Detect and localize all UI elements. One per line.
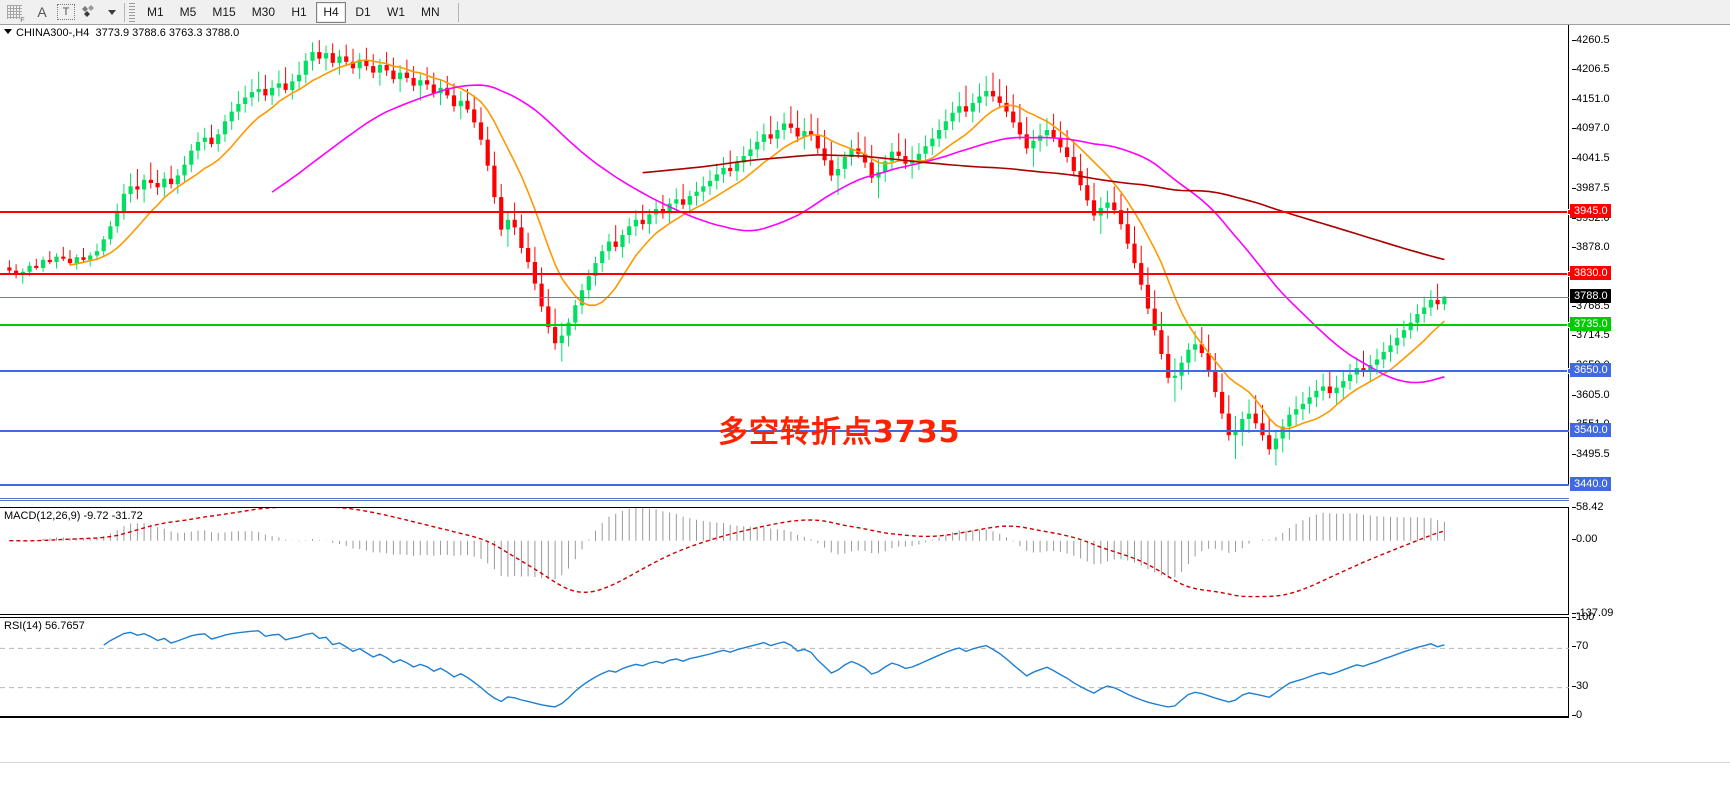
level-line-3830-0[interactable] xyxy=(0,270,1573,277)
timeframe-mn[interactable]: MN xyxy=(421,5,440,19)
level-line-3540-0[interactable] xyxy=(0,429,1569,432)
toolbar: A T M1 M5 M15 M30 H1 H4 D1 W1 MN xyxy=(0,0,1730,25)
rsi-tick-70: 70 xyxy=(1571,640,1589,653)
macd-tick-58-42: 58.42 xyxy=(1572,501,1604,513)
timeframe-m1[interactable]: M1 xyxy=(147,5,164,19)
pane-divider-price-macd[interactable] xyxy=(0,498,1569,501)
symbol-name: CHINA300-,H4 xyxy=(16,27,90,39)
level-line-3440-0[interactable] xyxy=(0,484,1569,486)
level-line-3945-0[interactable] xyxy=(0,208,1573,215)
toolbar-separator xyxy=(124,2,125,22)
objects-shapes-icon[interactable] xyxy=(77,2,103,23)
timeframe-m30[interactable]: M30 xyxy=(251,5,276,19)
level-badge-3540[interactable]: 3540.0 xyxy=(1570,422,1611,437)
symbol-ohlc: 3773.9 3788.6 3763.3 3788.0 xyxy=(95,27,240,39)
rsi-tick-0: 0 xyxy=(1571,709,1583,721)
price-tick-4206-5: 4206.5 xyxy=(1572,63,1610,76)
price-tick-3495-5: 3495.5 xyxy=(1572,447,1610,460)
rsi-tick-100: 100 xyxy=(1571,611,1595,623)
chart-annotation-text: 多空转折点3735 xyxy=(718,415,961,450)
price-tick-3987-5: 3987.5 xyxy=(1572,181,1610,194)
chart-area[interactable]: CHINA300-,H4 3773.9 3788.6 3763.3 3788.0… xyxy=(0,25,1730,790)
timeframe-h1[interactable]: H1 xyxy=(291,5,307,19)
macd-chart-svg xyxy=(9,508,1445,598)
level-badge-3945[interactable]: 3945.0 xyxy=(1570,203,1611,218)
rsi-chart-svg xyxy=(0,630,1569,708)
grid-crosshair-icon[interactable] xyxy=(1,2,27,24)
text-box-icon[interactable]: T xyxy=(57,4,75,20)
bottom-strip xyxy=(0,762,1730,790)
current-price-badge[interactable]: 3788.0 xyxy=(1570,288,1611,303)
level-line-3650-0[interactable] xyxy=(0,368,1573,375)
collapse-arrow-icon[interactable] xyxy=(4,29,12,34)
macd-label: MACD(12,26,9) -9.72 -31.72 xyxy=(4,510,143,522)
macd-tick--137-09: -137.09 xyxy=(1571,607,1614,619)
price-tick-3878-0: 3878.0 xyxy=(1572,240,1610,253)
rsi-pane[interactable]: RSI(14) 56.7657 xyxy=(0,617,1569,717)
level-badge-3830[interactable]: 3830.0 xyxy=(1570,265,1611,280)
timeframe-h4[interactable]: H4 xyxy=(316,1,347,23)
price-tick-3714-5: 3714.5 xyxy=(1572,329,1610,342)
price-tick-4041-5: 4041.5 xyxy=(1572,152,1610,165)
level-badge-3735[interactable]: 3735.0 xyxy=(1570,317,1611,332)
rsi-label: RSI(14) 56.7657 xyxy=(4,620,85,632)
timeframe-d1[interactable]: D1 xyxy=(355,5,371,19)
level-line-3735-0[interactable] xyxy=(0,322,1573,329)
macd-pane[interactable]: MACD(12,26,9) -9.72 -31.72 xyxy=(0,507,1569,615)
level-line-3788-0[interactable] xyxy=(0,296,1569,298)
price-axis[interactable]: 4260.5 4206.5 4151.0 4097.0 4041.5 3987.5 3932… xyxy=(1570,25,1730,790)
rsi-tick-30: 30 xyxy=(1571,679,1589,692)
macd-tick-0: 0.00 xyxy=(1571,532,1598,545)
chevron-down-icon[interactable] xyxy=(105,2,119,23)
timeframe-m15[interactable]: M15 xyxy=(212,5,236,19)
toolbar-separator-2 xyxy=(457,2,459,22)
text-label-icon[interactable]: A xyxy=(37,4,47,20)
symbol-info-label: CHINA300-,H4 3773.9 3788.6 3763.3 3788.0 xyxy=(4,27,239,39)
toolbar-drag-handle[interactable] xyxy=(129,2,135,22)
timeframe-m5[interactable]: M5 xyxy=(179,5,197,19)
timeframe-w1[interactable]: W1 xyxy=(387,5,406,19)
level-badge-3650[interactable]: 3650.0 xyxy=(1570,363,1611,378)
price-tick-4151-0: 4151.0 xyxy=(1572,93,1610,106)
price-chart-svg xyxy=(7,40,1447,466)
level-badge-3440[interactable]: 3440.0 xyxy=(1570,477,1611,491)
price-tick-4097-0: 4097.0 xyxy=(1572,122,1610,135)
price-tick-4260-5: 4260.5 xyxy=(1572,33,1610,46)
price-tick-3605-0: 3605.0 xyxy=(1572,388,1610,401)
price-tick-3768-5: 3768.5 xyxy=(1572,300,1610,313)
timeframe-group: M1 M5 M15 M30 H1 H4 D1 W1 MN xyxy=(139,1,448,23)
price-pane[interactable]: CHINA300-,H4 3773.9 3788.6 3763.3 3788.0… xyxy=(0,25,1573,486)
